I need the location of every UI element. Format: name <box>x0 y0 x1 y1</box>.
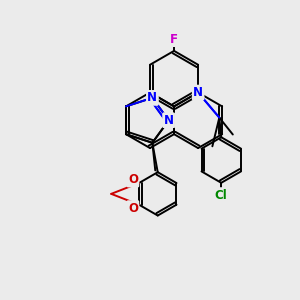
Text: O: O <box>128 202 138 215</box>
Text: N: N <box>164 114 174 127</box>
Text: Cl: Cl <box>215 189 228 202</box>
Text: N: N <box>193 86 203 99</box>
Text: O: O <box>128 173 138 186</box>
Text: N: N <box>147 91 158 104</box>
Text: N: N <box>164 114 174 127</box>
Text: O: O <box>128 173 138 186</box>
Text: N: N <box>193 86 203 99</box>
Text: Cl: Cl <box>215 189 228 202</box>
Text: F: F <box>170 33 178 46</box>
Text: N: N <box>147 91 158 104</box>
Text: F: F <box>170 33 178 46</box>
Text: O: O <box>128 202 138 215</box>
